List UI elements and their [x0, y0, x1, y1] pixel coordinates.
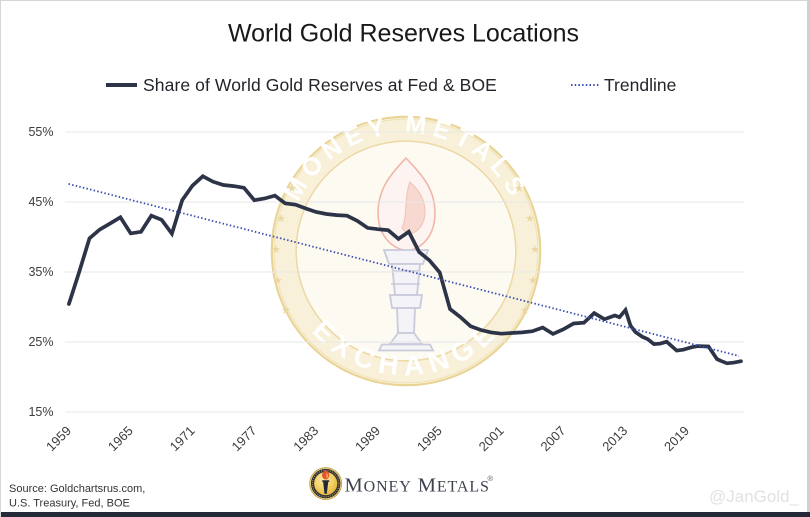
svg-text:1983: 1983: [290, 423, 321, 454]
svg-text:MONEY METALS: MONEY METALS: [345, 474, 490, 496]
svg-text:1971: 1971: [167, 423, 198, 454]
svg-text:★: ★: [514, 183, 524, 195]
svg-text:45%: 45%: [28, 195, 53, 209]
svg-text:★: ★: [520, 305, 530, 317]
svg-text:★: ★: [530, 244, 540, 256]
svg-text:Share of World Gold Reserves a: Share of World Gold Reserves at Fed & BO…: [143, 75, 497, 95]
svg-text:2013: 2013: [599, 423, 630, 454]
svg-text:Source: Goldchartsrus.com,: Source: Goldchartsrus.com,: [9, 483, 145, 495]
svg-text:1965: 1965: [105, 423, 136, 454]
svg-text:★: ★: [525, 213, 535, 225]
svg-text:★: ★: [528, 275, 538, 287]
svg-text:★: ★: [271, 244, 281, 256]
svg-text:15%: 15%: [28, 405, 53, 419]
svg-text:★: ★: [281, 305, 291, 317]
svg-text:25%: 25%: [28, 335, 53, 349]
svg-text:2001: 2001: [476, 423, 507, 454]
svg-text:World Gold Reserves Locations: World Gold Reserves Locations: [228, 20, 579, 48]
svg-text:1977: 1977: [228, 423, 259, 454]
svg-text:★: ★: [273, 275, 283, 287]
svg-text:★: ★: [276, 213, 286, 225]
svg-text:2019: 2019: [661, 423, 692, 454]
svg-text:1995: 1995: [414, 423, 445, 454]
svg-text:35%: 35%: [28, 265, 53, 279]
svg-text:1959: 1959: [43, 423, 74, 454]
svg-text:★: ★: [287, 183, 297, 195]
svg-text:55%: 55%: [28, 125, 53, 139]
svg-text:Trendline: Trendline: [604, 75, 676, 95]
svg-text:2007: 2007: [537, 423, 568, 454]
svg-text:@JanGold_: @JanGold_: [709, 487, 800, 506]
svg-text:U.S. Treasury, Fed, BOE: U.S. Treasury, Fed, BOE: [9, 498, 130, 510]
svg-text:1989: 1989: [352, 423, 383, 454]
svg-text:®: ®: [488, 474, 494, 483]
